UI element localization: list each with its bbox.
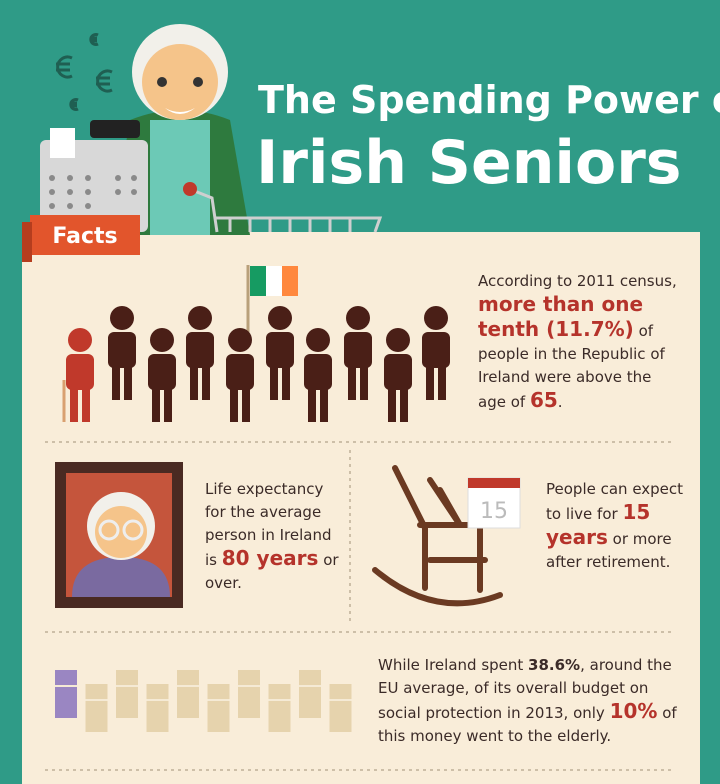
person [108,306,136,400]
money-stack [116,670,138,718]
money-stack [146,684,169,732]
money-stack [329,684,352,732]
people-row [62,306,450,422]
text: of people in the Republic of Ireland wer… [478,322,665,411]
emphasis: 10% [609,699,658,723]
text: According to 2011 census, [478,272,677,290]
portrait [55,462,183,608]
emphasis: 80 years [221,546,319,570]
emphasis: 15 years [546,500,651,549]
fact-text: While Ireland spent 38.6%, around the EU… [378,654,678,748]
person [226,328,254,422]
title-line1: The Spending Power of [258,78,720,122]
person [344,306,372,400]
emphasis: 65 [529,388,558,412]
cart-knob [183,182,197,196]
person [422,306,450,400]
money-stack [268,684,291,732]
money-stack [177,670,199,718]
person [266,306,294,400]
tab-label: Facts [52,224,117,249]
calendar-day: 15 [480,499,508,524]
dividers [45,441,675,771]
cart [191,188,383,233]
money-stacks [55,670,352,732]
calendar: 15 [467,477,521,529]
text: While Ireland spent [378,656,529,674]
text: of this money went to the elderly. [378,704,677,745]
money-stack [55,670,77,718]
fact-text: According to 2011 census, more than one … [478,270,683,414]
euro-icons [56,33,113,111]
text: . [557,393,563,411]
money-stack [207,684,230,732]
text: People can expect to live for [546,480,684,523]
facts-tab [30,215,140,255]
person [148,328,176,422]
money-stack [238,670,260,718]
text: or more after retirement. [546,530,672,571]
irish-flag [246,265,298,340]
text: , around the EU average, of its overall … [378,656,672,722]
text: or over. [205,551,339,592]
person [384,328,412,422]
tab-fold [22,222,32,262]
text: Life expectancy for the average person i… [205,480,332,569]
person [62,328,94,422]
emphasis: more than one tenth (11.7%) [478,292,644,341]
cash-register [40,120,148,232]
title-line2: Irish Seniors [256,128,682,198]
emphasis: 38.6% [528,656,581,674]
money-stack [85,684,108,732]
money-stack [299,670,321,718]
fact-text: People can expect to live for 15 years o… [546,478,686,574]
fact-text: Life expectancy for the average person i… [205,478,345,595]
person [186,306,214,400]
person [304,328,332,422]
